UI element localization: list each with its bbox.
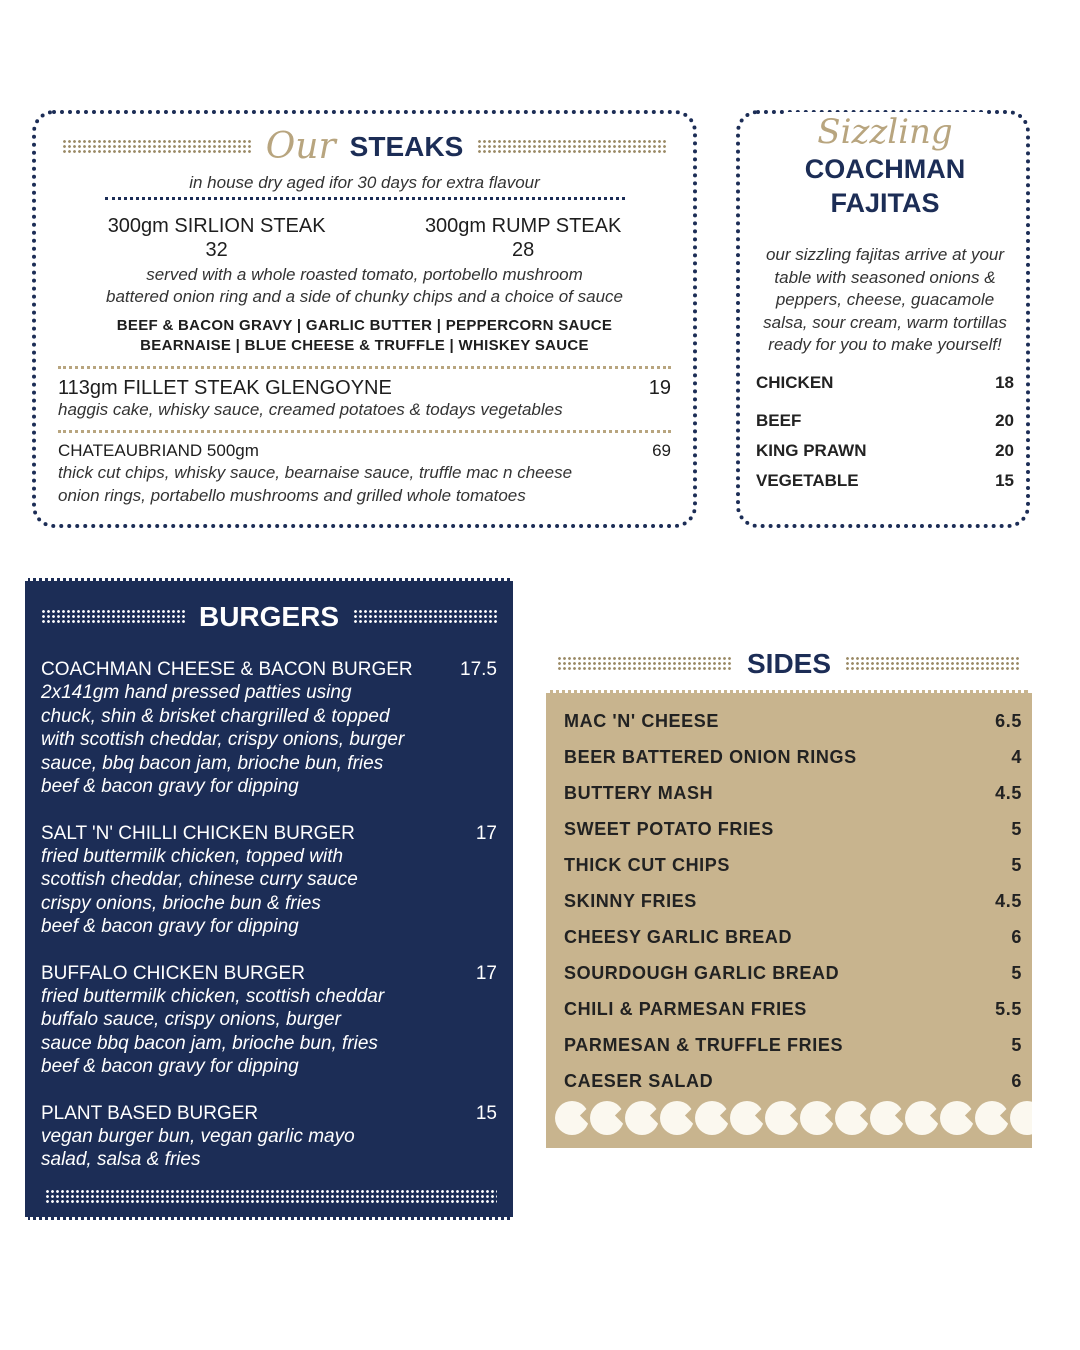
- fajita-item: VEGETABLE 15: [756, 470, 1014, 490]
- sauce-choices: BEEF & BACON GRAVY | GARLIC BUTTER | PEP…: [116, 317, 613, 354]
- sirloin-steak: 300gm SIRLION STEAK 32: [107, 215, 326, 261]
- steaks-title-script: Our: [265, 126, 336, 167]
- side-item: THICK CUT CHIPS 5: [564, 855, 1022, 875]
- side-item: CHILI & PARMESAN FRIES 5.5: [564, 999, 1022, 1019]
- burger-item: BUFFALO CHICKEN BURGER 17 fried buttermilk…: [41, 962, 497, 1078]
- side-item: SWEET POTATO FRIES 5: [564, 819, 1022, 839]
- steaks-subtitle: in house dry aged ifor 30 days for extra…: [189, 173, 540, 192]
- fajitas-title-script: Sizzling: [785, 112, 985, 152]
- sides-section: MAC 'N' CHEESE 6.5 BEER BATTERED ONION RIN…: [546, 690, 1032, 1148]
- steaks-served: served with a whole roasted tomato, port…: [106, 265, 623, 306]
- burgers-header: BURGERS: [41, 601, 497, 633]
- burger-item: COACHMAN CHEESE & BACON BURGER 17.5 2x141g…: [41, 659, 497, 797]
- fajita-item: CHICKEN 18: [756, 372, 1014, 392]
- steaks-header: Our STEAKS: [58, 126, 671, 167]
- fillet-steak: 113gm FILLET STEAK GLENGOYNE 19 haggis ca…: [58, 377, 671, 419]
- steaks-section: Our STEAKS in house dry aged ifor 30 day…: [32, 110, 697, 528]
- burgers-section: BURGERS COACHMAN CHEESE & BACON BURGER 17…: [25, 578, 513, 1220]
- side-item: CAESER SALAD 6: [564, 1071, 1022, 1091]
- burger-item: SALT 'N' CHILLI CHICKEN BURGER 17 fried bu…: [41, 822, 497, 938]
- sides-header: SIDES: [546, 648, 1032, 680]
- fajita-item: BEEF 20: [756, 410, 1014, 430]
- side-item: PARMESAN & TRUFFLE FRIES 5: [564, 1035, 1022, 1055]
- decorative-border-pattern: [555, 1101, 1032, 1135]
- chateaubriand: CHATEAUBRIAND 500gm 69 thick cut chips, w…: [58, 441, 671, 505]
- side-item: SKINNY FRIES 4.5: [564, 891, 1022, 911]
- dot-pattern: [61, 138, 252, 155]
- rump-steak: 300gm RUMP STEAK 28: [424, 215, 622, 261]
- fajitas-section: Sizzling COACHMAN FAJITAS our sizzling fa…: [736, 110, 1030, 528]
- steaks-title: STEAKS: [349, 130, 464, 162]
- fajita-item: KING PRAWN 20: [756, 440, 1014, 460]
- burger-item: PLANT BASED BURGER 15 vegan burger bun, ve…: [41, 1102, 497, 1171]
- side-item: BEER BATTERED ONION RINGS 4: [564, 747, 1022, 767]
- fajitas-title: COACHMAN FAJITAS: [804, 154, 966, 218]
- sides-title: SIDES: [746, 648, 832, 679]
- side-item: MAC 'N' CHEESE 6.5: [564, 711, 1022, 731]
- burgers-title: BURGERS: [198, 601, 339, 632]
- fajitas-desc: our sizzling fajitas arrive at your table…: [763, 245, 1007, 354]
- side-item: SOURDOUGH GARLIC BREAD 5: [564, 963, 1022, 983]
- dot-pattern: [477, 138, 668, 155]
- side-item: BUTTERY MASH 4.5: [564, 783, 1022, 803]
- side-item: CHEESY GARLIC BREAD 6: [564, 927, 1022, 947]
